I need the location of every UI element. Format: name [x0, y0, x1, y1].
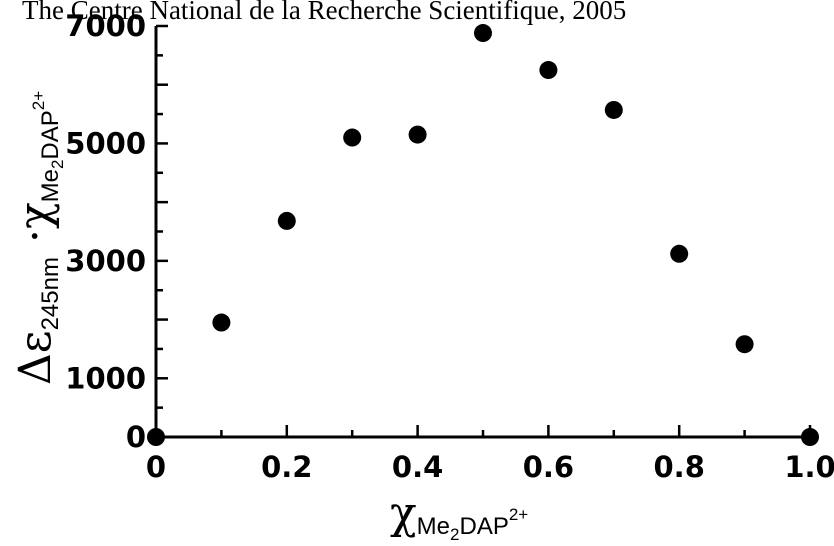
x-tick-label: 0.4: [392, 450, 443, 484]
y-tick-label: 7000: [65, 9, 146, 43]
x-label-subscript: Me: [417, 513, 450, 540]
y-tick-label: 1000: [65, 361, 146, 395]
data-point: [277, 211, 296, 230]
y-label-subscript2: Me: [37, 169, 64, 202]
credit-text: The Centre National de la Recherche Scie…: [22, 0, 626, 25]
y-axis-label: Δε245nm ·χMe2DAP2+: [10, 91, 67, 385]
y-tick-label: 3000: [65, 244, 146, 278]
y-tick-label: 5000: [65, 126, 146, 160]
data-point: [604, 100, 623, 119]
y-label-subscript2-tail: DAP: [37, 110, 64, 159]
y-ticks: [156, 24, 168, 439]
y-label-subscript2-sup: 2+: [29, 91, 48, 110]
y-tick-label: 0: [126, 420, 146, 454]
x-label-subscript-sup: 2+: [509, 505, 528, 524]
y-label-subscript2-sub: 2: [48, 160, 67, 169]
data-point: [408, 125, 427, 144]
y-label-middle: ·χ: [10, 202, 61, 257]
x-tick-label: 0.2: [261, 450, 312, 484]
x-label-subscript-tail: DAP: [459, 513, 508, 540]
data-point: [539, 61, 558, 80]
data-point: [147, 428, 165, 446]
data-points: [147, 24, 819, 446]
data-point: [670, 244, 689, 263]
x-tick-label: 0.6: [523, 450, 574, 484]
x-tick-labels: 0 0.2 0.4 0.6 0.8 1.0: [146, 450, 834, 484]
x-label-symbol: χ: [390, 488, 417, 539]
y-label-subscript: 245nm: [37, 257, 64, 330]
data-point: [212, 313, 231, 332]
y-tick-labels: 0 1000 3000 5000 7000: [65, 9, 146, 454]
data-point: [343, 128, 362, 147]
x-ticks: [154, 425, 812, 437]
y-label-symbol: Δε: [10, 330, 61, 385]
data-point: [474, 24, 492, 43]
x-tick-label: 0: [146, 450, 166, 484]
x-axis-label: χMe2DAP2+: [390, 488, 528, 544]
x-tick-label: 0.8: [654, 450, 705, 484]
data-point: [735, 335, 754, 354]
x-label-subscript-sub: 2: [450, 525, 459, 544]
x-tick-label: 1.0: [784, 450, 834, 484]
data-point: [801, 428, 819, 446]
